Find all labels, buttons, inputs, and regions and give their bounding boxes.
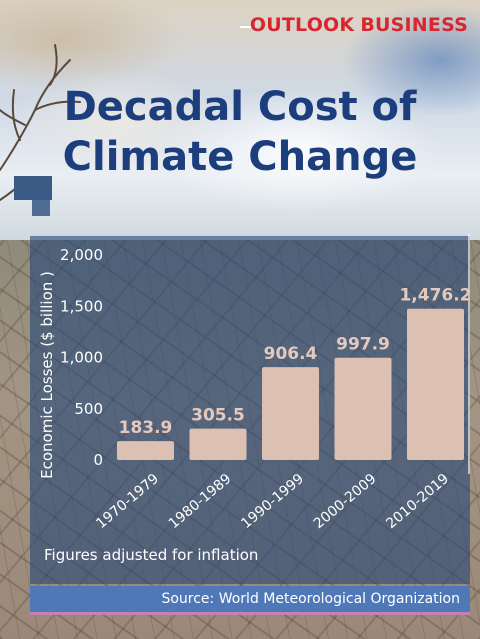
bar (407, 308, 464, 460)
y-tick-label: 1,000 (60, 349, 103, 367)
data-labels: 183.9 305.5 906.4 997.9 1,476.2 (119, 286, 472, 438)
brand-divider (240, 26, 256, 28)
brand-outlook: OUTLOOK (249, 14, 355, 36)
dry-tree-icon (0, 44, 81, 201)
y-tick-label: 2,000 (60, 246, 103, 264)
y-tick-label: 500 (74, 400, 103, 418)
source-bar: Source: World Meteorological Organizatio… (30, 586, 470, 612)
sky-background (0, 0, 480, 250)
x-tick-label: 1990-1999 (238, 471, 307, 532)
inflation-note: Figures adjusted for inflation (44, 546, 259, 564)
decorative-square (14, 176, 52, 200)
y-axis-label: Economic Losses ($ billion ) (38, 271, 56, 479)
bars (117, 308, 464, 460)
chart-panel (30, 234, 470, 584)
source-bar-edge (30, 612, 470, 615)
data-label: 997.9 (336, 335, 390, 355)
brand-business: BUSINESS (360, 14, 468, 36)
x-tick-label: 1970-1979 (93, 471, 162, 532)
bar (117, 441, 174, 460)
data-label: 1,476.2 (399, 286, 471, 306)
chart-panel-top-edge (30, 234, 470, 236)
y-tick-label: 0 (93, 451, 103, 469)
y-axis-ticks: 0 500 1,000 1,500 2,000 (60, 246, 103, 469)
x-tick-label: 2010-2019 (383, 471, 452, 532)
x-tick-label: 1980-1989 (166, 471, 235, 532)
y-tick-label: 1,500 (60, 297, 103, 315)
title-line-1: Decadal Cost of (63, 84, 417, 130)
bar (262, 367, 319, 460)
bar (189, 428, 247, 460)
data-label: 183.9 (119, 418, 173, 438)
chart-panel-right-edge (468, 234, 470, 474)
data-label: 305.5 (191, 406, 245, 426)
x-axis-ticks: 1970-1979 1980-1989 1990-1999 2000-2009 2010… (93, 471, 452, 532)
data-label: 906.4 (264, 344, 318, 364)
page-title: Decadal Cost of Climate Change (0, 82, 480, 182)
decorative-square-small (32, 200, 50, 216)
title-line-2: Climate Change (62, 134, 418, 180)
brand-logo: OUTLOOK BUSINESS (250, 14, 468, 36)
x-tick-label: 2000-2009 (311, 471, 380, 532)
bar (334, 357, 392, 460)
